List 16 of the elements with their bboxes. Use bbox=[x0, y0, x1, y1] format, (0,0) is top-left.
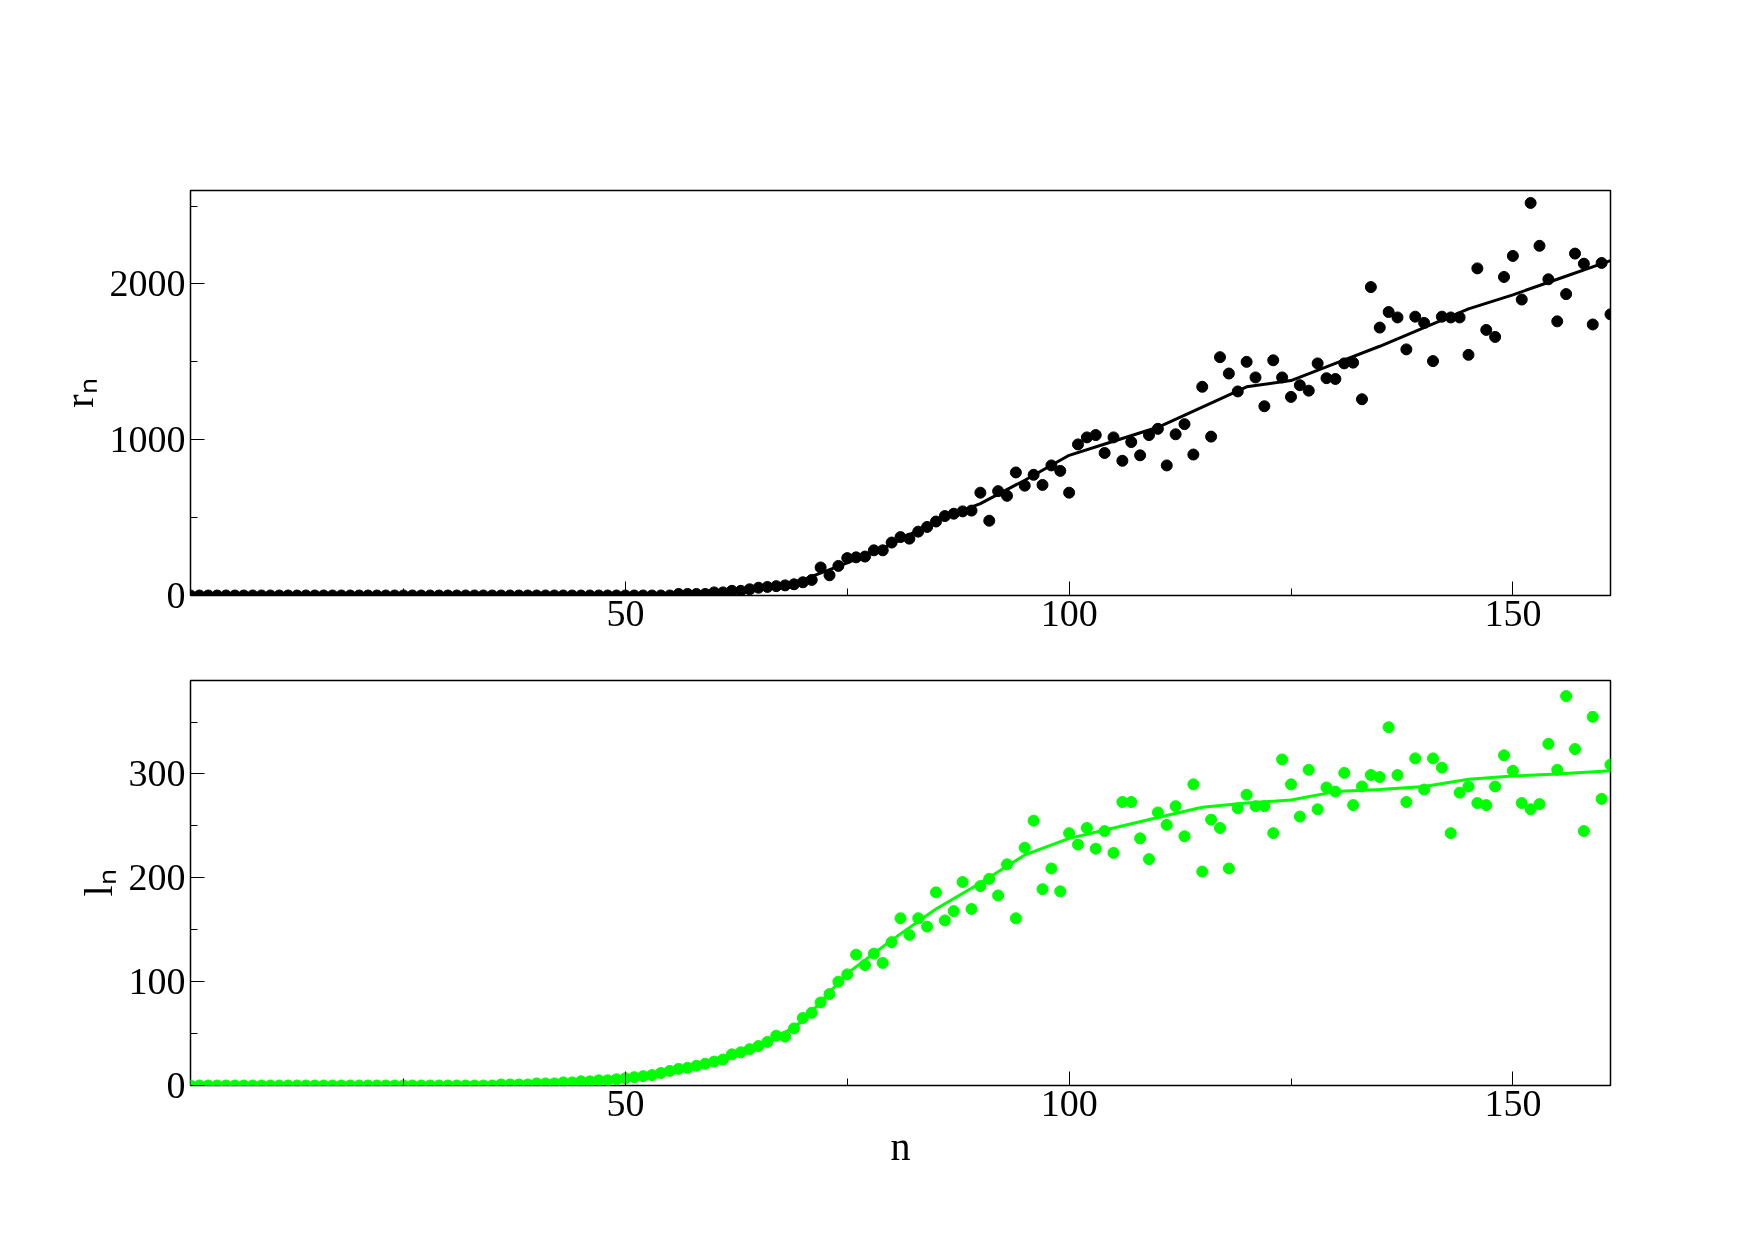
x-tick-label: 150 bbox=[1484, 1081, 1542, 1124]
y-axis-title: rₙ bbox=[56, 378, 102, 408]
x-tick-label: 100 bbox=[1040, 591, 1098, 634]
y-tick-label: 0 bbox=[166, 574, 186, 616]
x-tick-label: 100 bbox=[1040, 1081, 1098, 1124]
y-tick-label: 200 bbox=[128, 856, 186, 899]
y-axis-title: lₙ bbox=[75, 869, 121, 897]
x-tick-label: 50 bbox=[606, 591, 645, 634]
y-tick-label: 2000 bbox=[109, 262, 186, 305]
x-tick-label: 50 bbox=[606, 1081, 645, 1124]
y-tick-label: 100 bbox=[128, 960, 186, 1003]
y-tick-label: 300 bbox=[128, 752, 186, 795]
x-axis-title: n bbox=[890, 1123, 911, 1169]
y-tick-label: 0 bbox=[166, 1064, 186, 1106]
y-tick-label: 1000 bbox=[109, 418, 186, 461]
x-tick-label: 150 bbox=[1484, 591, 1542, 634]
